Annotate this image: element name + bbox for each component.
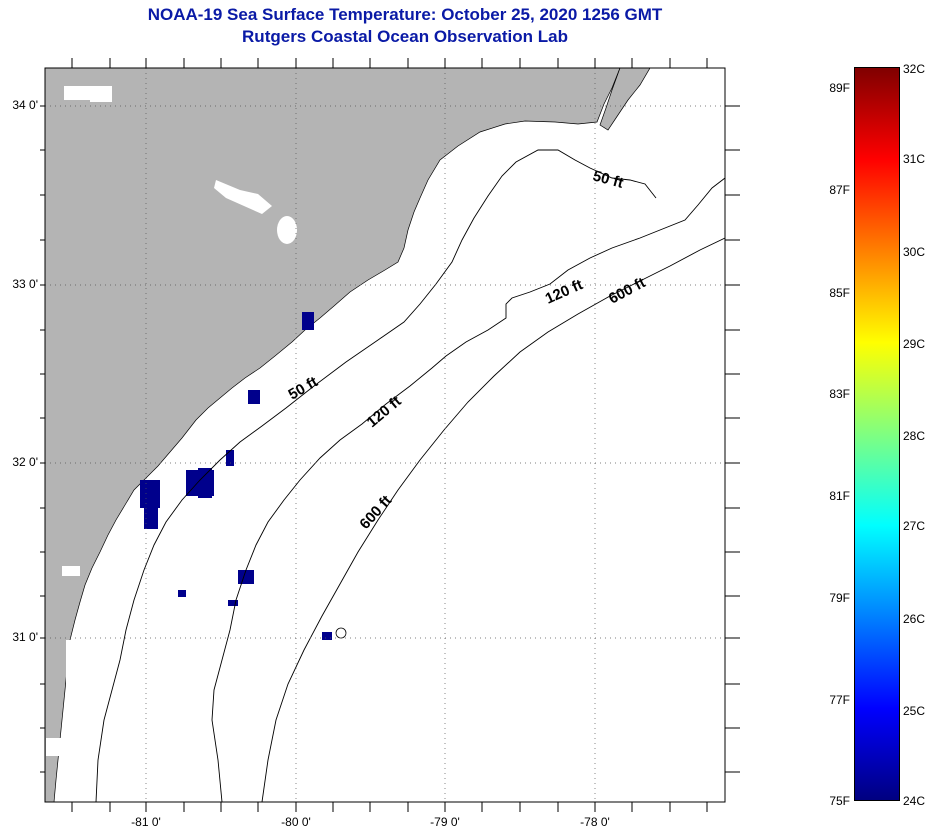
lat-label: 34 0': [12, 98, 38, 112]
colorbar-c-label: 32C: [903, 62, 926, 76]
lat-label: 32 0': [12, 455, 38, 469]
lat-label: 33 0': [12, 277, 38, 291]
graticule: [45, 68, 725, 802]
inland-water: [66, 640, 76, 700]
colorbar-f-label: 85F: [829, 286, 850, 300]
lake-moultrie: [277, 216, 297, 244]
lon-label: -81 0': [131, 815, 161, 829]
inland-water: [46, 738, 72, 756]
lon-label: -78 0': [580, 815, 610, 829]
colorbar-c-label: 24C: [903, 794, 926, 808]
colorbar-f-label: 89F: [829, 81, 850, 95]
temperature-colorbar: [854, 67, 900, 801]
map-subtitle: Rutgers Coastal Ocean Observation Lab: [242, 27, 568, 46]
map-frame: [44, 67, 726, 803]
colorbar-f-label: 81F: [829, 489, 850, 503]
lat-ticks: [40, 105, 740, 773]
contour-120ft: [211, 177, 725, 802]
colorbar-c-label: 28C: [903, 429, 926, 443]
colorbar-c-label: 31C: [903, 152, 926, 166]
contour-50ft: [95, 149, 657, 802]
cape-land: [599, 68, 651, 131]
colorbar-c-label: 27C: [903, 519, 926, 533]
colorbar-f-label: 77F: [829, 693, 850, 707]
island-marker: [335, 627, 347, 639]
colorbar-f-label: 87F: [829, 183, 850, 197]
lat-label: 31 0': [12, 630, 38, 644]
colorbar-c-label: 26C: [903, 612, 926, 626]
colorbar-f-label: 79F: [829, 591, 850, 605]
inland-water: [62, 566, 80, 576]
colorbar-f-label: 75F: [829, 794, 850, 808]
cold-sst-pixels: [140, 312, 332, 640]
contour-600ft: [261, 237, 725, 802]
lon-ticks: [71, 58, 708, 812]
lon-label: -79 0': [430, 815, 460, 829]
lake-marion: [214, 180, 272, 214]
colorbar-f-label: 83F: [829, 387, 850, 401]
lon-label: -80 0': [281, 815, 311, 829]
colorbar-c-label: 25C: [903, 704, 926, 718]
colorbar-c-label: 29C: [903, 337, 926, 351]
inland-water: [90, 92, 112, 102]
map-title: NOAA-19 Sea Surface Temperature: October…: [147, 5, 663, 24]
colorbar-c-label: 30C: [903, 245, 926, 259]
